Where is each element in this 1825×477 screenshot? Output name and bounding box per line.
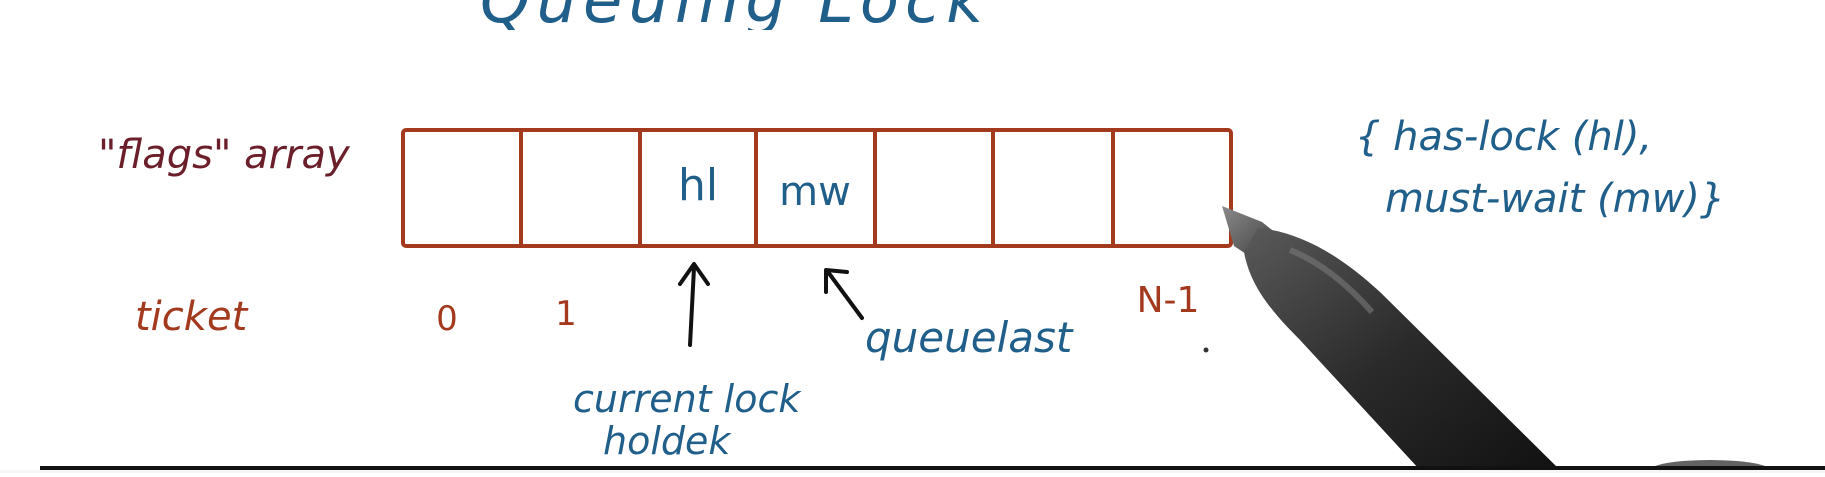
- current-lock-arrow: [678, 262, 710, 347]
- legend-line-2: must-wait (mw)}: [1385, 176, 1725, 222]
- ticket-index-1: 1: [555, 294, 577, 334]
- array-cell-hl: hl: [678, 160, 718, 211]
- flags-array: hl mw: [401, 128, 1233, 248]
- pen-body: [1244, 228, 1560, 470]
- bottom-edge-bar: [40, 466, 1825, 470]
- ticket-label: ticket: [135, 294, 249, 340]
- ticket-index-n-minus-1: N-1: [1137, 280, 1200, 321]
- ink-dot: [1203, 347, 1209, 353]
- array-cell-mw: mw: [779, 169, 851, 215]
- queuelast-arrow: [824, 268, 864, 320]
- legend-line-1: { has-lock (hl),: [1355, 114, 1652, 160]
- flags-array-label: "flags" array: [98, 132, 351, 178]
- queuelast-label: queuelast: [865, 313, 1074, 362]
- current-lock-holder-line-1: current lock: [573, 377, 802, 421]
- array-outline: [401, 128, 1233, 248]
- bottom-edge-strip: [0, 470, 1825, 473]
- heading-partial: Queuing Lock: [480, 0, 989, 38]
- current-lock-holder-line-2: holdek: [603, 419, 732, 463]
- heading-text: Queuing Lock: [480, 0, 989, 38]
- pen-illustration: [1222, 206, 1770, 477]
- ticket-index-0: 0: [436, 299, 458, 339]
